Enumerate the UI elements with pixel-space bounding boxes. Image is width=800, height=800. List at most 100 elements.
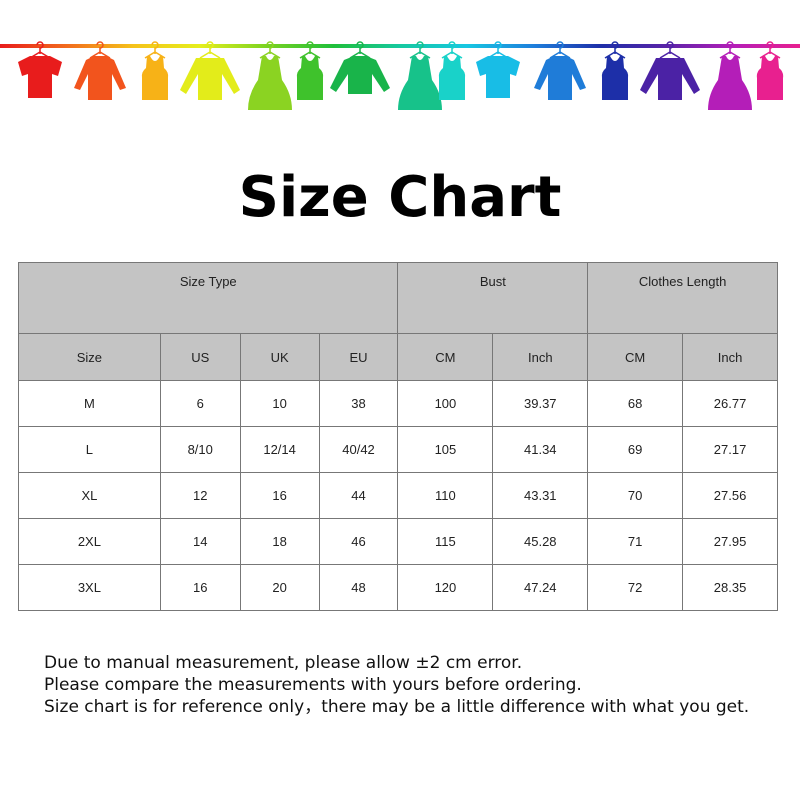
shirt-icon-shape — [534, 56, 586, 100]
table-cell: 27.56 — [682, 472, 778, 519]
longsleeve-icon — [330, 41, 390, 94]
notes: Due to manual measurement, please allow … — [44, 652, 749, 718]
dress-icon — [708, 41, 752, 110]
table-cell: 44 — [318, 472, 399, 519]
table-row: XL 12 16 44 110 43.31 70 27.56 — [18, 472, 778, 519]
table-row: 3XL 16 20 48 120 47.24 72 28.35 — [18, 564, 778, 611]
sweater-icon — [640, 41, 700, 100]
table-cell: 26.77 — [682, 380, 778, 427]
hanger-icon — [259, 41, 281, 59]
hanger-icon — [759, 41, 781, 59]
table-row: L 8/10 12/14 40/42 105 41.34 69 27.17 — [18, 426, 778, 473]
hanger-icon — [299, 41, 321, 59]
table-cell: 6 — [159, 380, 241, 427]
group-header-size-type: Size Type — [17, 262, 399, 334]
table-cell: 20 — [239, 564, 320, 611]
table-cell: 16 — [239, 472, 320, 519]
tshirt-icon — [476, 41, 520, 98]
dress-icon-shape — [398, 56, 442, 110]
table-cell: 110 — [397, 472, 494, 519]
clothes-banner — [18, 41, 784, 110]
tank-top-icon-shape — [756, 56, 784, 100]
sweater-icon — [180, 41, 240, 100]
tank-top-icon-shape — [438, 56, 466, 100]
table-cell: 12/14 — [239, 426, 320, 473]
table-cell: L — [18, 426, 161, 473]
table-cell: 47.24 — [492, 564, 589, 611]
table-cell: 43.31 — [492, 472, 589, 519]
tank-top-icon — [601, 41, 629, 100]
table-cell: 14 — [159, 518, 241, 565]
table-cell: 18 — [239, 518, 320, 565]
table-cell: 46 — [318, 518, 399, 565]
longsleeve-icon-shape — [330, 56, 390, 94]
hanger-rail — [0, 44, 800, 48]
hanger-icon — [144, 41, 166, 59]
tank-top-icon-shape — [296, 56, 324, 100]
hanger-icon — [199, 41, 221, 59]
table-cell: 68 — [587, 380, 684, 427]
column-header: Size — [18, 333, 161, 381]
hanger-icon — [89, 41, 111, 59]
table-cell: 10 — [239, 380, 320, 427]
column-header: UK — [239, 333, 320, 381]
hanger-icon — [409, 41, 431, 59]
tshirt-icon — [18, 41, 62, 98]
table-cell: 39.37 — [492, 380, 589, 427]
tank-top-icon-shape — [141, 56, 169, 100]
table-cell: 71 — [587, 518, 684, 565]
column-header-row: Size US UK EU CM Inch CM Inch — [18, 333, 778, 381]
shirt-icon — [534, 41, 586, 100]
column-header: US — [159, 333, 241, 381]
hanger-icon — [487, 41, 509, 59]
table-cell: 28.35 — [682, 564, 778, 611]
note-line: Size chart is for reference only，there m… — [44, 697, 750, 717]
table-cell: 27.17 — [682, 426, 778, 473]
table-cell: 45.28 — [492, 518, 589, 565]
hanger-icon — [441, 41, 463, 59]
column-header: CM — [587, 333, 684, 381]
dress-icon-shape — [708, 56, 752, 110]
shirt-icon-shape — [74, 56, 126, 100]
page-title: Size Chart — [238, 165, 562, 230]
tank-top-icon — [296, 41, 324, 100]
size-chart-table: Size Type Bust Clothes Length Size US UK EU… — [17, 262, 778, 611]
table-cell: 12 — [159, 472, 241, 519]
tank-top-icon — [756, 41, 784, 100]
shirt-icon — [74, 41, 126, 100]
table-cell: 105 — [397, 426, 494, 473]
tshirt-icon-shape — [476, 56, 520, 98]
hanger-icon — [659, 41, 681, 59]
table-cell: 100 — [397, 380, 494, 427]
hanger-icon — [29, 41, 51, 59]
hanger-icon — [604, 41, 626, 59]
hanger-icon — [719, 41, 741, 59]
dress-icon — [248, 41, 292, 110]
column-header: CM — [397, 333, 494, 381]
column-header: Inch — [492, 333, 589, 381]
table-cell: 38 — [318, 380, 399, 427]
tank-top-icon-shape — [601, 56, 629, 100]
note-line: Due to manual measurement, please allow … — [44, 653, 523, 673]
table-cell: 3XL — [18, 564, 161, 611]
hanger-icon — [349, 41, 371, 59]
table-cell: 27.95 — [682, 518, 778, 565]
note-line: Please compare the measurements with you… — [44, 675, 582, 695]
table-cell: 40/42 — [318, 426, 399, 473]
tank-top-icon — [141, 41, 169, 100]
table-cell: 2XL — [18, 518, 161, 565]
dress-icon — [398, 41, 442, 110]
hanger-icon — [549, 41, 571, 59]
table-cell: 16 — [159, 564, 241, 611]
column-header: EU — [318, 333, 399, 381]
table-cell: M — [18, 380, 161, 427]
tshirt-icon-shape — [18, 56, 62, 98]
sweater-icon-shape — [180, 58, 240, 100]
table-row: 2XL 14 18 46 115 45.28 71 27.95 — [18, 518, 778, 565]
table-cell: 69 — [587, 426, 684, 473]
group-header-row: Size Type Bust Clothes Length — [17, 262, 778, 334]
table-cell: 8/10 — [159, 426, 241, 473]
group-header-bust: Bust — [397, 262, 589, 334]
column-header: Inch — [682, 333, 778, 381]
table-cell: 41.34 — [492, 426, 589, 473]
